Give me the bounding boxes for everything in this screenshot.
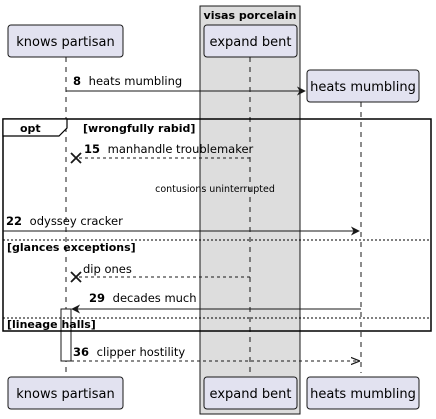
message-15[interactable]: 15 manhandle troublemaker — [70, 142, 254, 164]
destroy-cross-icon — [70, 152, 82, 164]
section-guard: [glances exceptions] — [7, 241, 136, 254]
message-number: 22 — [6, 214, 22, 228]
delay-separator: contusions uninterrupted — [155, 184, 275, 195]
participant-knows-partisan-top[interactable]: knows partisan — [7, 24, 124, 58]
svg-text:15 manhandle troublemake: 15 manhandle troublemaker — [84, 142, 254, 156]
message-number: 15 — [84, 142, 100, 156]
participant-label: heats mumbling — [310, 387, 416, 402]
delay-text: contusions uninterrupted — [155, 184, 275, 195]
participant-label: expand bent — [210, 387, 292, 402]
message-text: odyssey cracker — [30, 214, 123, 228]
section-guard: [lineage halls] — [7, 318, 96, 331]
message-29[interactable]: 29 decades much — [71, 291, 361, 314]
message-8[interactable]: 8 heats mumbling — [66, 74, 306, 96]
fragment-section-1: [glances exceptions] — [3, 239, 431, 254]
svg-text:22 odyssey cracker: 22 odyssey cracker — [6, 214, 123, 228]
message-dip-ones[interactable]: dip ones — [70, 262, 250, 283]
message-text: clipper hostility — [97, 345, 186, 359]
message-number: 36 — [73, 345, 89, 359]
message-36[interactable]: 36 clipper hostility — [71, 345, 359, 361]
svg-text:29 decades much: 29 decades much — [89, 291, 197, 305]
participant-expand-bent-top[interactable]: expand bent — [203, 24, 298, 58]
participant-label: knows partisan — [16, 35, 115, 50]
message-text: dip ones — [83, 262, 132, 276]
message-number: 29 — [89, 291, 105, 305]
message-text: heats mumbling — [89, 74, 183, 88]
destroy-cross-icon — [70, 271, 82, 283]
svg-text:36 clipper hostility: 36 clipper hostility — [73, 345, 185, 359]
fragment-guard: [wrongfully rabid] — [83, 122, 195, 135]
message-text: manhandle troublemaker — [108, 142, 254, 156]
opt-fragment: opt [wrongfully rabid] — [2, 118, 432, 332]
svg-text:dip ones: dip ones — [83, 262, 132, 276]
svg-text:8 heats mumbling: 8 heats mumbling — [73, 74, 182, 88]
activation-bar-knows — [60, 308, 72, 362]
participant-label: knows partisan — [16, 387, 115, 402]
participant-heats-mumbling-bottom[interactable]: heats mumbling — [306, 376, 420, 410]
participant-knows-partisan-bottom[interactable]: knows partisan — [7, 376, 124, 410]
participant-expand-bent-bottom[interactable]: expand bent — [203, 376, 298, 410]
message-text: decades much — [113, 291, 197, 305]
fragment-section-2: [lineage halls] — [3, 317, 431, 331]
participant-label: expand bent — [210, 35, 292, 50]
participant-label: heats mumbling — [310, 80, 416, 95]
box-title: visas porcelain — [204, 9, 297, 22]
box-visas-porcelain: visas porcelain — [199, 5, 301, 415]
participant-heats-mumbling-top[interactable]: heats mumbling — [306, 69, 420, 103]
message-number: 8 — [73, 74, 81, 88]
message-22[interactable]: 22 odyssey cracker — [3, 214, 360, 236]
fragment-operator: opt — [20, 122, 41, 135]
